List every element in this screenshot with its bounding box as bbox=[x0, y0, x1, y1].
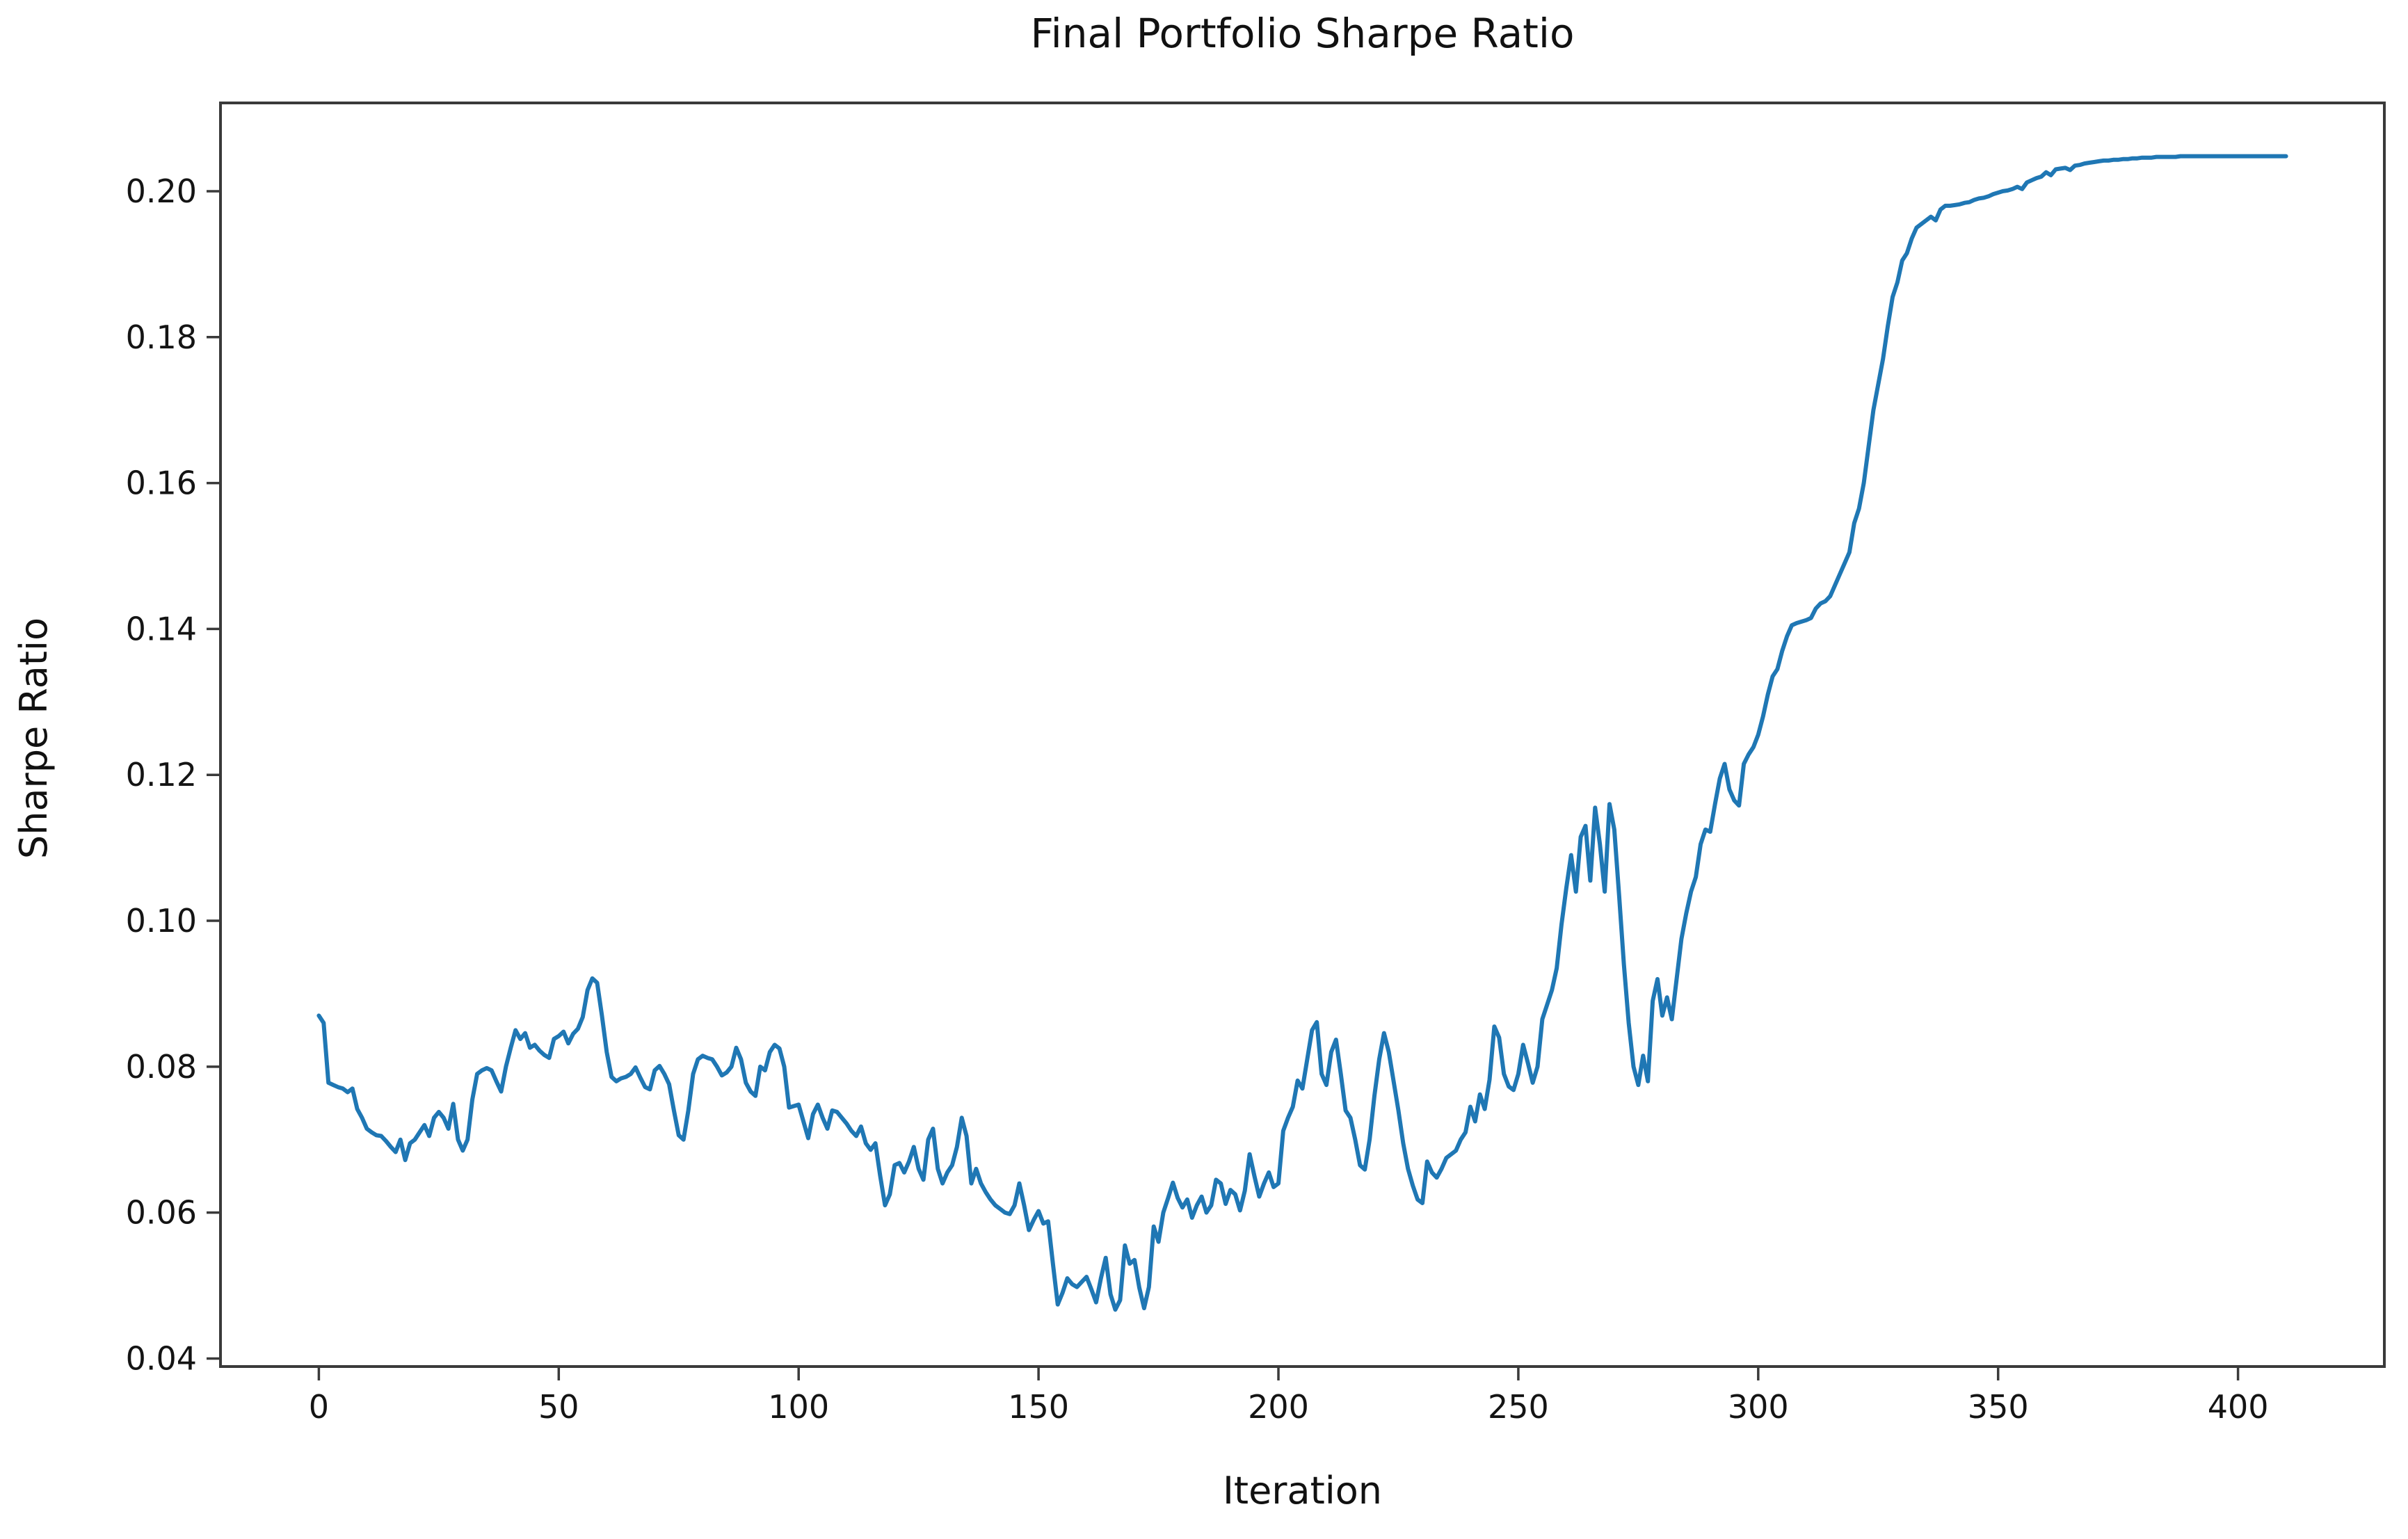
y-tick-label: 0.16 bbox=[126, 465, 197, 502]
x-axis-label: Iteration bbox=[1222, 1469, 1383, 1513]
y-tick-label: 0.10 bbox=[126, 902, 197, 940]
y-axis-label: Sharpe Ratio bbox=[12, 617, 56, 860]
y-tick-label: 0.04 bbox=[126, 1339, 197, 1377]
x-tick-label: 250 bbox=[1488, 1388, 1549, 1426]
x-tick-label: 150 bbox=[1008, 1388, 1069, 1426]
y-tick-label: 0.14 bbox=[126, 610, 197, 647]
y-tick-label: 0.08 bbox=[126, 1048, 197, 1086]
y-tick-label: 0.12 bbox=[126, 756, 197, 793]
chart-title: Final Portfolio Sharpe Ratio bbox=[1030, 10, 1575, 57]
x-tick-label: 0 bbox=[309, 1388, 329, 1426]
x-tick-label: 200 bbox=[1248, 1388, 1309, 1426]
sharpe-ratio-line bbox=[316, 154, 2288, 1312]
y-tick-label: 0.18 bbox=[126, 319, 197, 356]
x-tick-label: 400 bbox=[2208, 1388, 2269, 1426]
plot-border bbox=[219, 102, 2386, 1368]
x-tick-label: 100 bbox=[768, 1388, 829, 1426]
x-tick-label: 350 bbox=[1968, 1388, 2029, 1426]
y-tick-label: 0.06 bbox=[126, 1194, 197, 1232]
y-tick-label: 0.20 bbox=[126, 172, 197, 210]
x-tick-label: 300 bbox=[1728, 1388, 1789, 1426]
x-tick-label: 50 bbox=[538, 1388, 579, 1426]
